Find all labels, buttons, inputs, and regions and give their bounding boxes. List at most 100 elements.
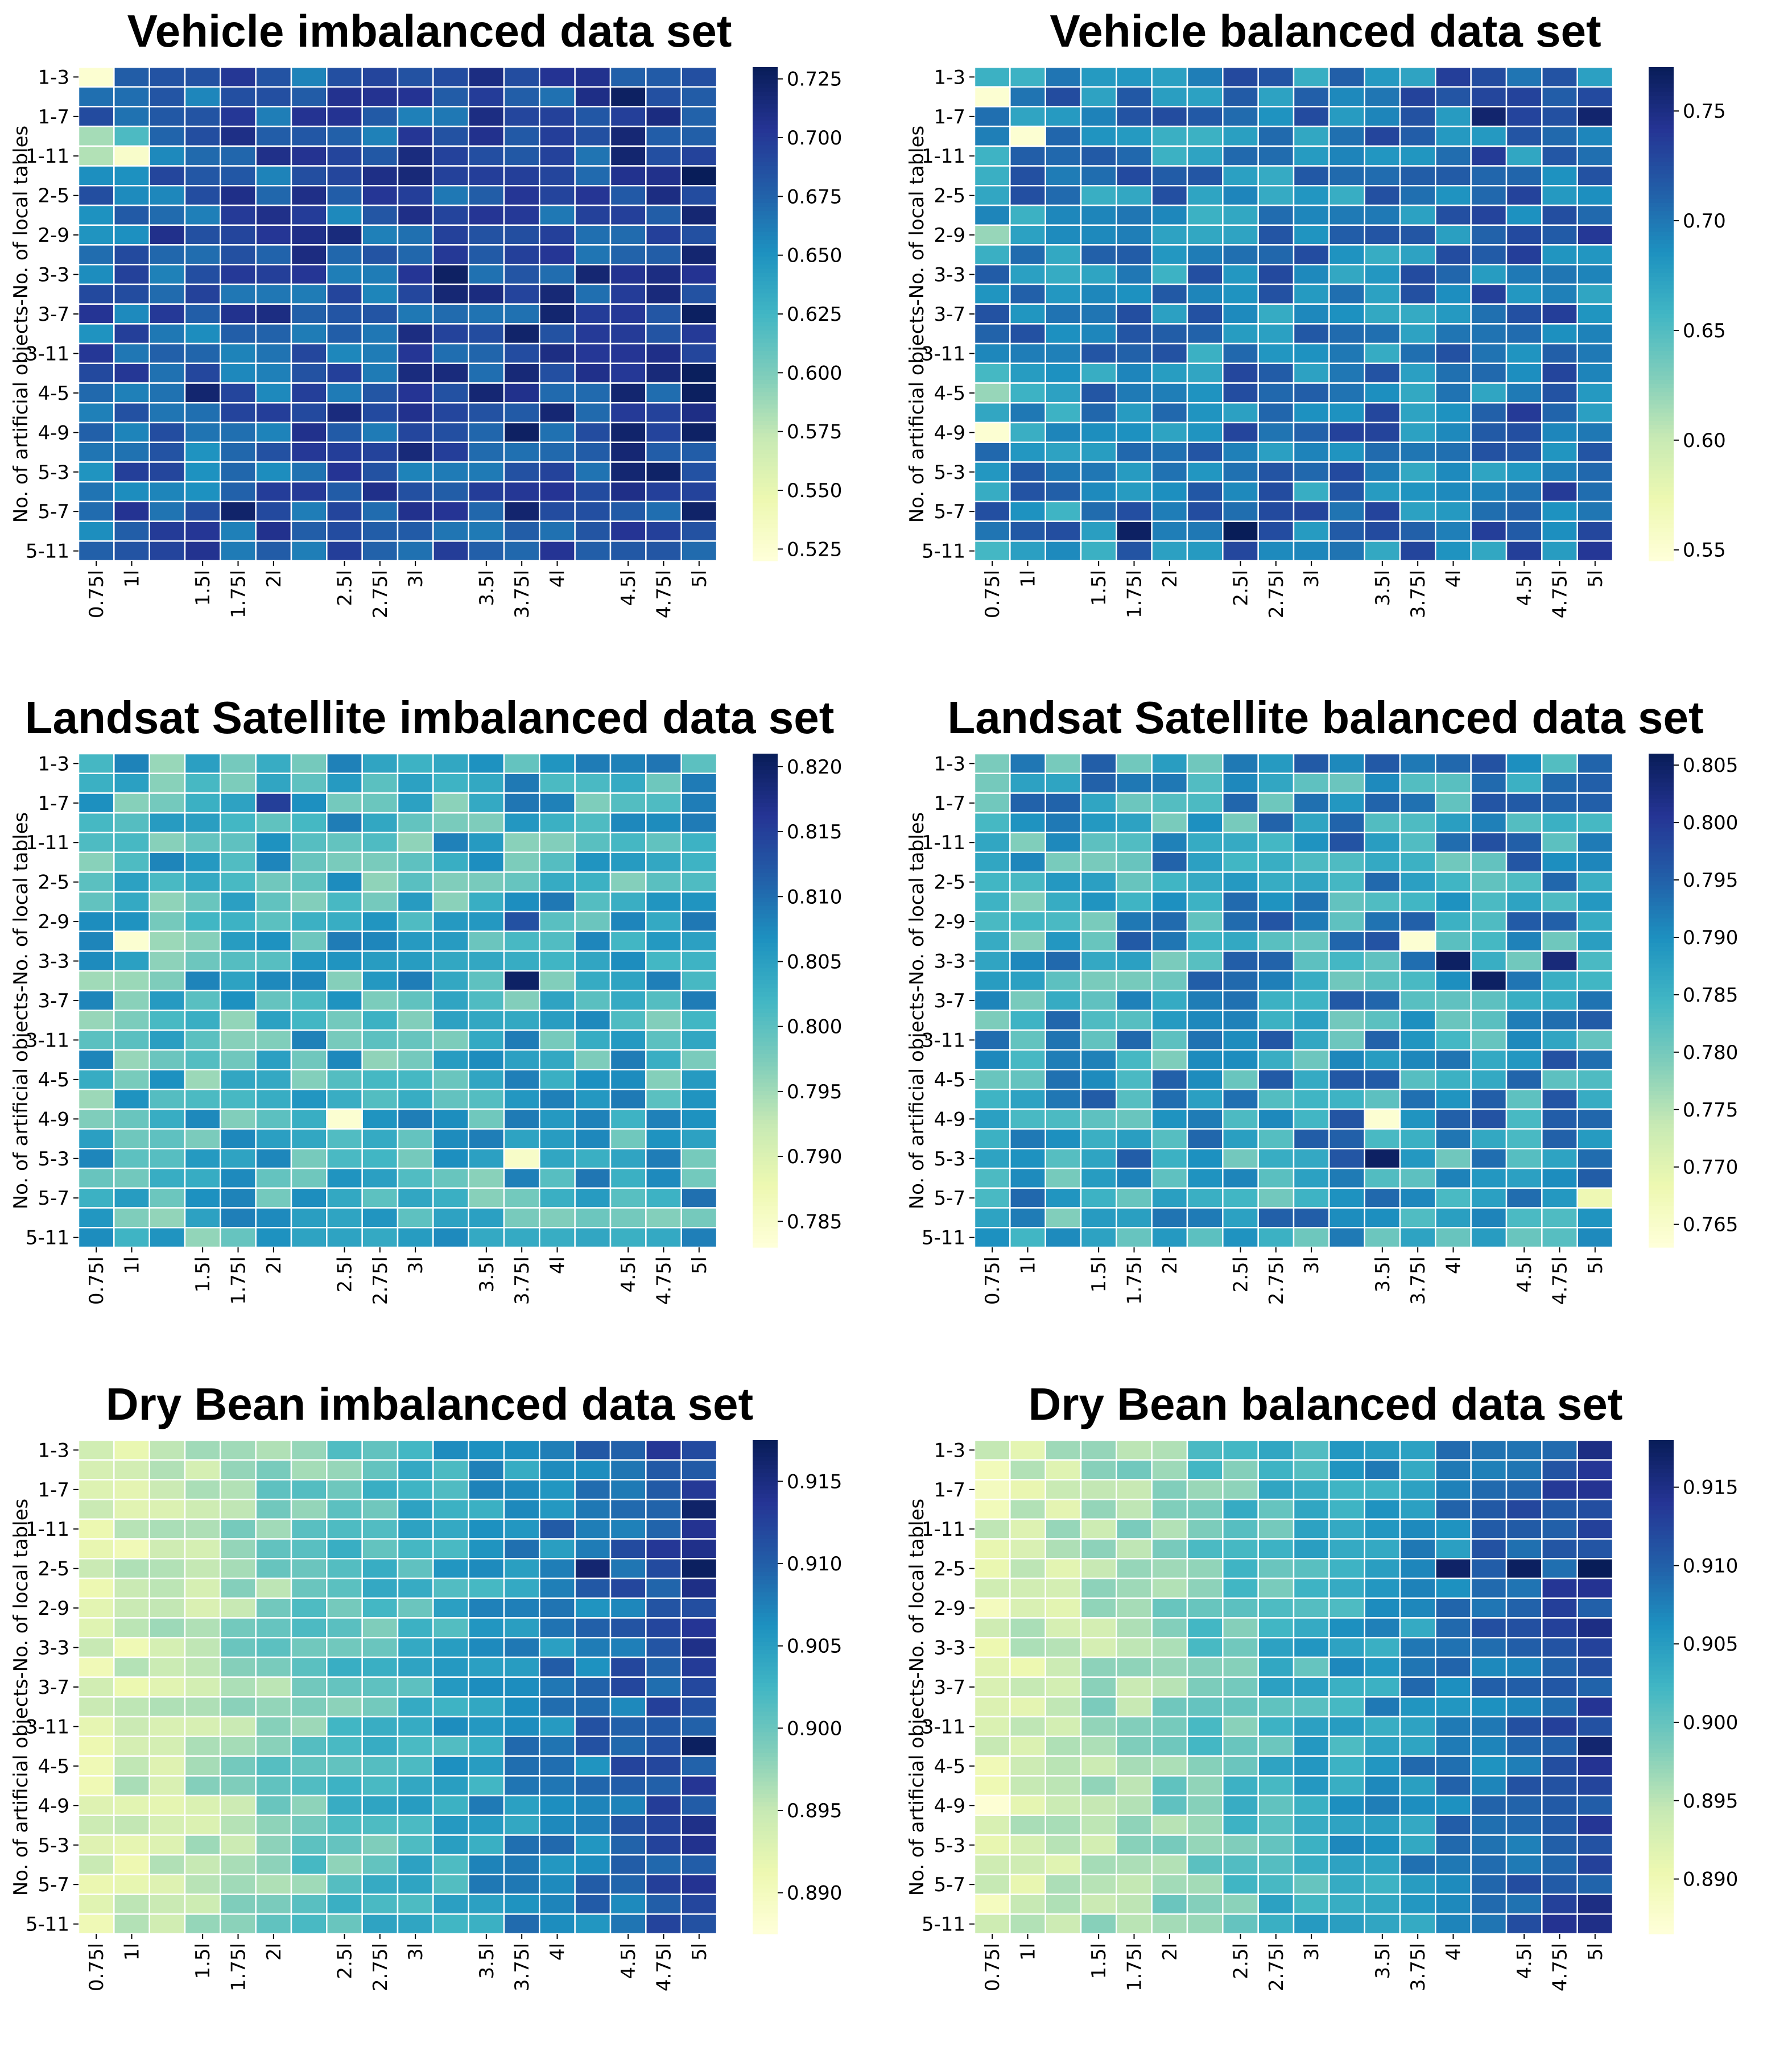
x-tick-label: 1.75l <box>1124 1256 1146 1305</box>
heatmap-cell-2-3-5l <box>680 165 718 187</box>
heatmap-cell-4-5-0.75l <box>973 1069 1011 1090</box>
heatmap-cell-4-5-3l <box>1293 382 1330 404</box>
heatmap-cell-2-7-2.75l <box>361 891 399 913</box>
heatmap-cell-2-9-3.5l <box>1364 1597 1401 1619</box>
colorbar-segment <box>753 334 778 339</box>
colorbar-segment <box>753 445 778 450</box>
heatmap-cell-1-11-4.75l <box>645 832 682 853</box>
colorbar-segment <box>1649 766 1674 771</box>
y-tick-label: 5-11 <box>26 1227 69 1250</box>
heatmap-cell-1-3-3.25l <box>432 66 469 88</box>
heatmap-cell-5-7-1.5l <box>1080 1874 1117 1895</box>
heatmap-cell-4-11-3.5l <box>468 1814 505 1836</box>
heatmap-cell-4-7-2l <box>1151 402 1188 424</box>
heatmap-cell-2-7-4.5l <box>1505 1577 1543 1599</box>
colorbar-segment <box>753 1510 778 1515</box>
heatmap-cell-3-3-3l <box>397 263 434 286</box>
colorbar-tick-label: 0.910 <box>787 1553 842 1576</box>
heatmap-cell-3-9-4.75l <box>1541 323 1578 345</box>
heatmap-cell-4-9-2l <box>255 1108 292 1130</box>
heatmap-cell-2-9-2l <box>1151 1597 1188 1619</box>
heatmap-cell-5-9-2.25l <box>290 1893 328 1915</box>
heatmap-cell-4-11-2l <box>1151 441 1188 463</box>
x-tick-label: 5l <box>688 570 711 588</box>
colorbar-segment <box>1649 112 1674 117</box>
colorbar-segment <box>753 1671 778 1675</box>
heatmap-cell-4-7-2l <box>255 402 292 424</box>
colorbar-segment <box>1649 1124 1674 1128</box>
heatmap-cell-2-3-1.5l <box>184 1538 221 1560</box>
heatmap-cell-2-9-1.5l <box>1080 224 1117 246</box>
heatmap-cell-3-7-2.75l <box>1257 1676 1295 1698</box>
heatmap-cell-1-11-2.5l <box>1222 832 1259 853</box>
heatmap-cell-5-9-3.25l <box>1328 1207 1365 1229</box>
heatmap-cell-2-7-2l <box>1151 891 1188 913</box>
heatmap-cell-5-9-3.25l <box>1328 1893 1365 1915</box>
heatmap-cell-1-5-2l <box>1151 86 1188 108</box>
heatmap-cell-3-9-4.5l <box>1505 1696 1543 1718</box>
heatmap-cell-5-3-2.5l <box>326 1148 363 1169</box>
heatmap-cell-2-9-5l <box>680 911 718 932</box>
colorbar-segment <box>753 955 778 960</box>
heatmap-cell-1-3-3l <box>397 1439 434 1461</box>
x-tick-label: 4.75l <box>1549 1943 1572 1991</box>
heatmap-cell-5-7-2.75l <box>1257 501 1295 522</box>
y-tick-label: 5-11 <box>26 540 69 563</box>
heatmap-cell-2-11-1l <box>1009 931 1046 952</box>
colorbar-segment <box>753 88 778 92</box>
heatmap-cell-1-3-4.75l <box>1541 66 1578 88</box>
colorbar-segment <box>753 1132 778 1137</box>
colorbar-segment <box>1649 1851 1674 1857</box>
heatmap-cell-4-9-0.75l <box>973 421 1011 443</box>
heatmap-cell-4-11-4.75l <box>1541 441 1578 463</box>
heatmap-cell-4-11-1.25l <box>148 1128 186 1150</box>
heatmap-cell-1-3-2.5l <box>1222 753 1259 774</box>
colorbar-segment <box>753 1066 778 1071</box>
y-tick-label: 1-7 <box>934 792 965 815</box>
heatmap-cell-4-7-1.75l <box>1116 402 1153 424</box>
heatmap-cell-5-7-1.5l <box>184 501 221 522</box>
heatmap-cell-1-9-3.75l <box>503 125 540 147</box>
colorbar-segment <box>753 1514 778 1519</box>
heatmap-cell-1-9-1.5l <box>1080 125 1117 147</box>
colorbar-segment <box>753 1678 778 1684</box>
heatmap-cell-4-5-2.75l <box>361 382 399 404</box>
colorbar-segment <box>1649 223 1674 228</box>
colorbar-segment <box>753 556 778 561</box>
colorbar-segment <box>753 1161 778 1165</box>
heatmap-cell-4-3-1.75l <box>1116 1735 1153 1757</box>
colorbar-segment <box>1649 169 1674 175</box>
colorbar-segment <box>753 507 778 512</box>
heatmap-cell-3-5-3.75l <box>1399 970 1436 991</box>
colorbar-segment <box>1649 482 1674 487</box>
colorbar-tick-label: 0.600 <box>787 362 842 384</box>
colorbar-segment <box>753 191 778 195</box>
heatmap-cell-1-5-5l <box>680 1459 718 1481</box>
heatmap-cell-2-3-0.75l <box>77 851 115 873</box>
heatmap-cell-4-9-1.25l <box>148 1108 186 1130</box>
heatmap-cell-2-9-2.75l <box>361 1597 399 1619</box>
colorbar-segment <box>753 1564 778 1568</box>
heatmap-cell-3-9-2.75l <box>1257 323 1295 345</box>
colorbar-segment <box>753 1929 778 1934</box>
heatmap-cell-3-9-1.5l <box>184 1010 221 1031</box>
heatmap-cell-4-11-4.75l <box>645 441 682 463</box>
colorbar-segment <box>1649 289 1674 294</box>
colorbar-segment <box>1649 433 1674 438</box>
heatmap-cell-1-7-5l <box>680 1479 718 1500</box>
heatmap-cell-5-3-2.25l <box>1186 1148 1224 1169</box>
heatmap-cell-2-3-4.25l <box>574 851 612 873</box>
colorbar-segment <box>1649 272 1674 278</box>
heatmap-cell-1-9-4.75l <box>645 812 682 834</box>
heatmap-cell-1-3-1.25l <box>148 66 186 88</box>
heatmap-cell-4-11-4.25l <box>1470 1128 1508 1150</box>
heatmap-cell-4-5-1l <box>1009 382 1046 404</box>
heatmap-cell-4-7-1.25l <box>148 1775 186 1797</box>
heatmap-cell-3-9-2.75l <box>361 1010 399 1031</box>
heatmap-cell-1-3-3l <box>1293 66 1330 88</box>
heatmap-cell-5-9-1.25l <box>148 1893 186 1915</box>
colorbar-segment <box>753 1880 778 1885</box>
heatmap-cell-4-5-4.75l <box>1541 1069 1578 1090</box>
heatmap-cell-5-7-3.25l <box>432 501 469 522</box>
heatmap-cell-4-5-3l <box>397 1755 434 1777</box>
